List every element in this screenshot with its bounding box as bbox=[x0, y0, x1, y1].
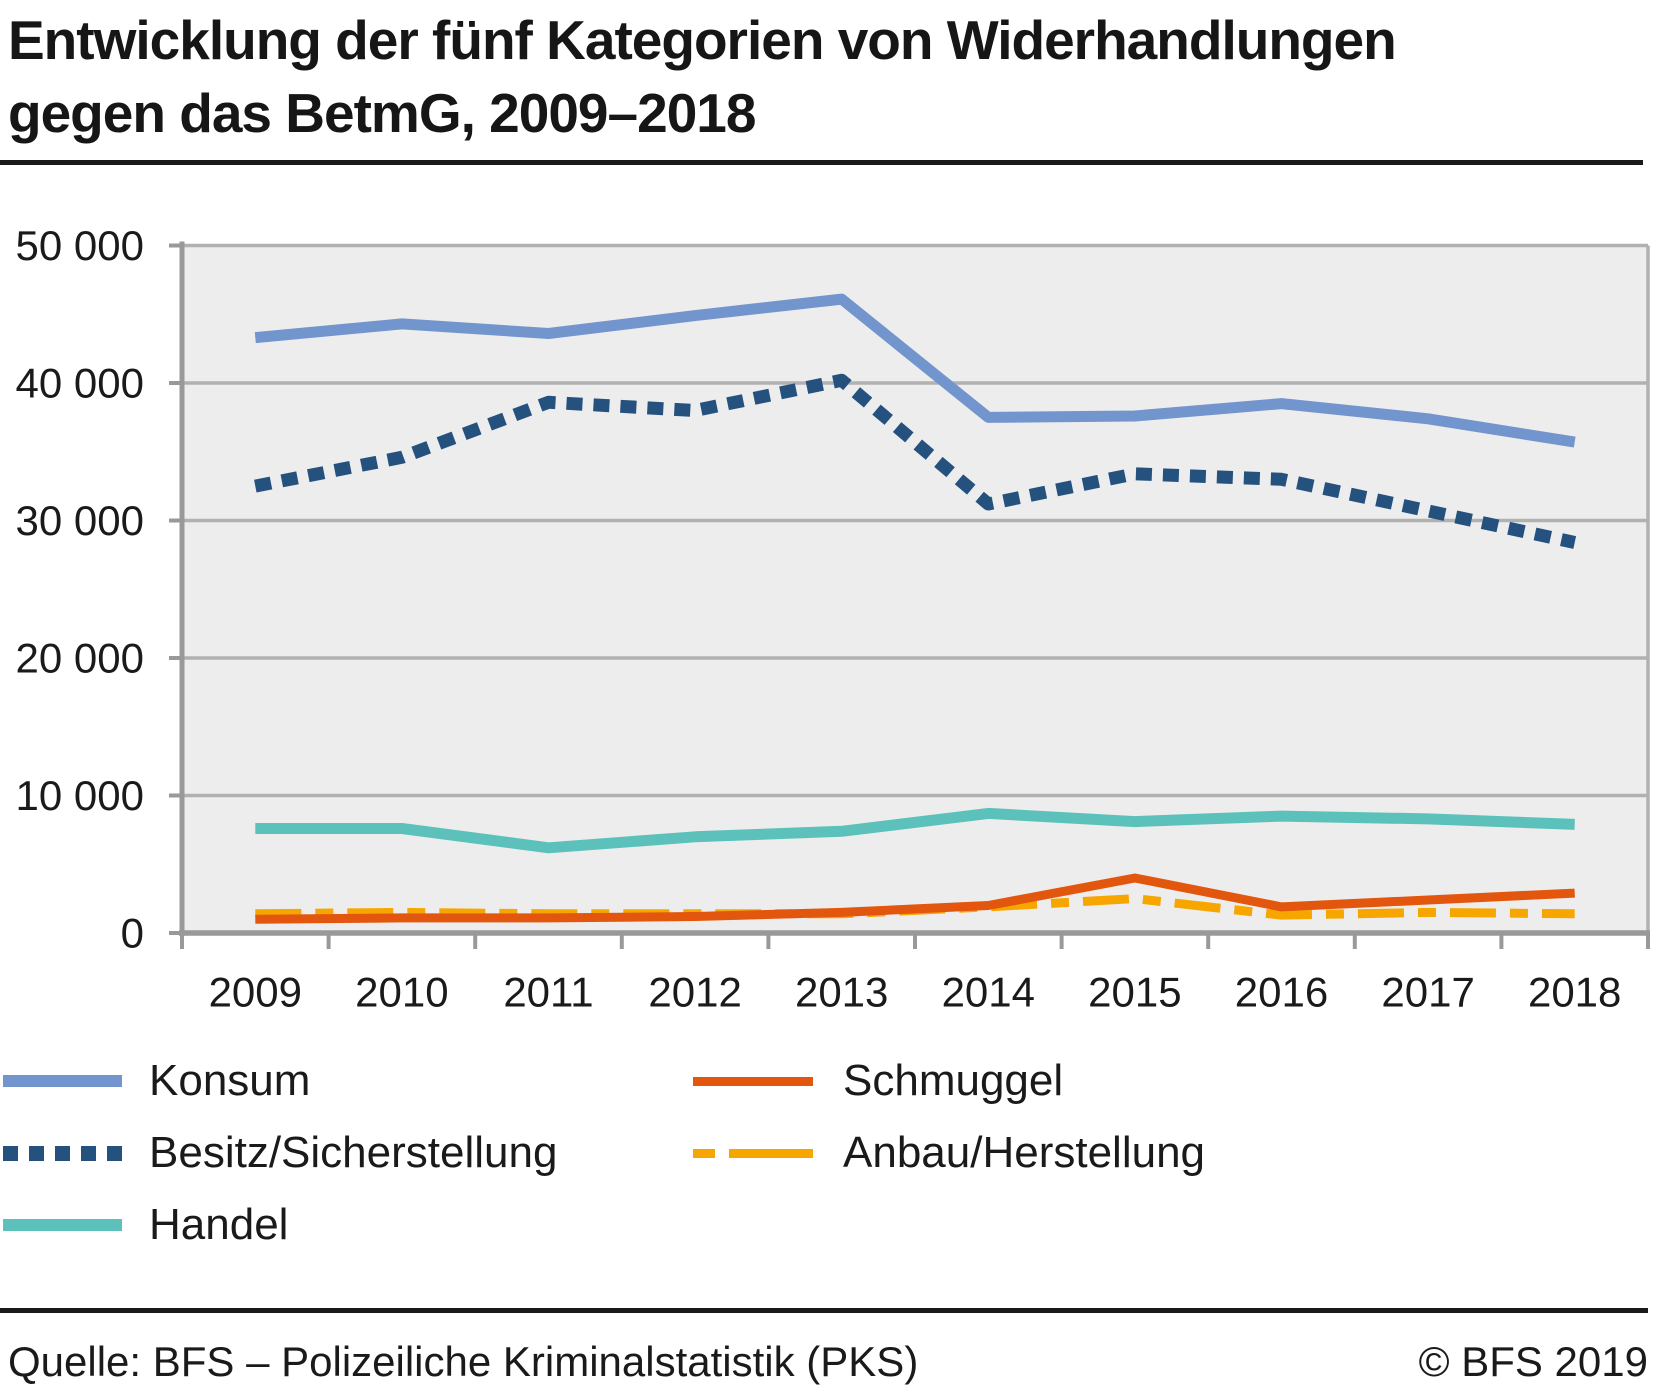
legend-label-schmuggel: Schmuggel bbox=[843, 1056, 1064, 1105]
legend-swatch-schmuggel bbox=[693, 1076, 813, 1086]
legend-label-anbau: Anbau/Herstellung bbox=[843, 1128, 1206, 1177]
legend-swatch-handel bbox=[3, 1219, 122, 1231]
title-divider bbox=[0, 160, 1643, 165]
x-axis-label: 2015 bbox=[1088, 969, 1181, 1016]
footer-divider bbox=[0, 1308, 1648, 1313]
legend-swatch-besitz bbox=[3, 1145, 122, 1161]
copyright-text: © BFS 2019 bbox=[1418, 1338, 1648, 1385]
x-axis-label: 2017 bbox=[1381, 969, 1474, 1016]
x-axis-label: 2012 bbox=[648, 969, 741, 1016]
legend-swatch-konsum bbox=[3, 1075, 122, 1087]
legend-label-konsum: Konsum bbox=[149, 1056, 311, 1105]
x-axis-label: 2013 bbox=[795, 969, 888, 1016]
page-title: Entwicklung der fünf Kategorien von Wide… bbox=[8, 4, 1397, 150]
x-axis-label: 2016 bbox=[1235, 969, 1328, 1016]
y-axis-label: 20 000 bbox=[16, 635, 144, 682]
legend-item-besitz: Besitz/Sicherstellung bbox=[3, 1127, 557, 1179]
x-axis-label: 2009 bbox=[209, 969, 302, 1016]
legend-swatch-anbau bbox=[693, 1148, 813, 1158]
x-axis-label: 2018 bbox=[1528, 969, 1621, 1016]
x-axis-label: 2014 bbox=[942, 969, 1035, 1016]
legend-label-handel: Handel bbox=[149, 1200, 289, 1249]
series-handel-line bbox=[255, 807, 1575, 854]
x-axis-label: 2011 bbox=[503, 969, 593, 1016]
x-axis-label: 2010 bbox=[355, 969, 448, 1016]
y-axis-label: 10 000 bbox=[16, 772, 144, 819]
page-title-line-2: gegen das BetmG, 2009–2018 bbox=[8, 82, 756, 144]
y-axis-label: 40 000 bbox=[16, 360, 144, 407]
legend-item-anbau: Anbau/Herstellung bbox=[693, 1127, 1205, 1179]
y-axis-label: 50 000 bbox=[16, 222, 144, 269]
series-besitz-line bbox=[254, 373, 1577, 549]
legend-item-handel: Handel bbox=[3, 1199, 288, 1251]
legend-label-besitz: Besitz/Sicherstellung bbox=[149, 1128, 558, 1177]
legend-item-konsum: Konsum bbox=[3, 1055, 310, 1107]
series-schmuggel-line bbox=[255, 873, 1575, 924]
source-text: Quelle: BFS – Polizeiliche Kriminalstati… bbox=[8, 1338, 919, 1385]
page-title-line-1: Entwicklung der fünf Kategorien von Wide… bbox=[8, 9, 1397, 71]
y-axis-label: 30 000 bbox=[16, 497, 144, 544]
legend-item-schmuggel: Schmuggel bbox=[693, 1055, 1063, 1107]
y-axis-label: 0 bbox=[121, 910, 144, 957]
series-konsum-line bbox=[254, 293, 1576, 448]
